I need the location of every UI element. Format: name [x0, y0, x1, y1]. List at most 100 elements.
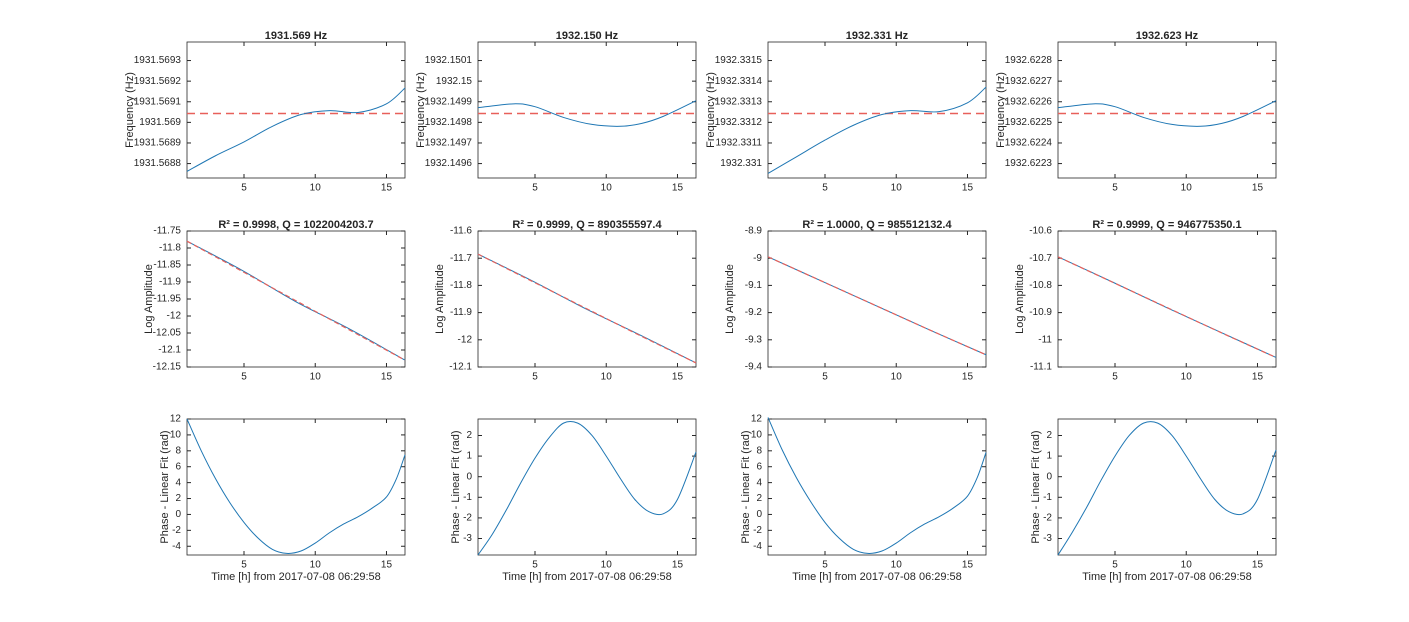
- line: [767, 86, 987, 174]
- y-tick-label: 12: [751, 414, 763, 425]
- x-tick-label: 15: [1252, 183, 1264, 194]
- y-tick-label: -9.2: [745, 307, 763, 318]
- x-axis-label: Time [h] from 2017-07-08 06:29:58: [1082, 571, 1252, 583]
- y-tick-label: 1932.15: [436, 76, 473, 87]
- x-tick-label: 5: [241, 372, 247, 383]
- x-tick-label: 5: [1112, 372, 1118, 383]
- y-tick-label: 1932.6223: [1005, 158, 1053, 169]
- y-tick-label: -4: [172, 541, 181, 552]
- y-tick-label: 1932.3311: [715, 138, 762, 149]
- y-tick-label: -2: [753, 525, 762, 536]
- x-tick-label: 15: [672, 560, 684, 571]
- y-tick-label: -3: [463, 533, 472, 544]
- line: [767, 256, 987, 356]
- plot-area: [767, 41, 987, 179]
- plot-area: [186, 230, 406, 368]
- y-tick-label: -11.8: [450, 280, 472, 291]
- y-tick-label: -10.8: [1029, 280, 1052, 291]
- y-axis-label: Frequency (Hz): [705, 72, 717, 148]
- line: [1057, 256, 1277, 359]
- y-tick-label: -8.9: [745, 226, 763, 237]
- line: [767, 417, 987, 554]
- y-tick-label: -11: [1038, 334, 1052, 345]
- chart-title: 1932.150 Hz: [556, 30, 619, 42]
- y-tick-label: -1: [463, 492, 472, 503]
- y-tick-label: -11.95: [153, 294, 181, 305]
- chart-title: 1931.569 Hz: [265, 30, 328, 42]
- y-tick-label: 1931.5691: [134, 96, 182, 107]
- x-tick-label: 10: [1181, 560, 1193, 571]
- x-tick-label: 10: [1181, 372, 1193, 383]
- x-tick-label: 15: [381, 183, 393, 194]
- x-tick-label: 10: [1181, 183, 1193, 194]
- y-tick-label: 1932.3313: [715, 96, 763, 107]
- plot-area: [1057, 230, 1277, 368]
- y-tick-label: 1932.1499: [425, 96, 473, 107]
- x-tick-label: 10: [891, 183, 903, 194]
- y-tick-label: 1932.1498: [425, 117, 473, 128]
- y-tick-label: 1931.569: [139, 117, 181, 128]
- y-tick-label: 0: [1046, 471, 1052, 482]
- y-tick-label: 10: [170, 430, 182, 441]
- y-tick-label: 0: [466, 471, 472, 482]
- y-tick-label: -12.1: [449, 362, 472, 373]
- y-tick-label: -9.3: [745, 334, 763, 345]
- line: [477, 420, 697, 556]
- y-tick-label: 1932.6228: [1005, 55, 1053, 66]
- y-tick-label: 10: [751, 430, 763, 441]
- line: [1057, 421, 1277, 556]
- x-tick-label: 15: [962, 183, 974, 194]
- x-tick-label: 5: [241, 560, 247, 571]
- y-tick-label: 1931.5692: [134, 76, 182, 87]
- line: [186, 240, 406, 361]
- y-tick-label: -11.9: [159, 277, 181, 288]
- y-axis-label: Phase - Linear Fit (rad): [1030, 430, 1042, 543]
- chart-title: R² = 0.9998, Q = 1022004203.7: [218, 219, 373, 231]
- y-tick-label: -11.75: [153, 226, 181, 237]
- y-tick-label: 8: [175, 445, 181, 456]
- x-tick-label: 5: [532, 560, 538, 571]
- plot-area: [767, 230, 987, 368]
- y-tick-label: 0: [756, 509, 762, 520]
- y-axis-label: Frequency (Hz): [415, 72, 427, 148]
- x-tick-label: 10: [891, 372, 903, 383]
- chart-title: 1932.623 Hz: [1136, 30, 1199, 42]
- y-tick-label: 1932.1496: [425, 158, 473, 169]
- plot-area: [1057, 418, 1277, 556]
- x-axis-label: Time [h] from 2017-07-08 06:29:58: [502, 571, 672, 583]
- y-tick-label: -12: [458, 334, 473, 345]
- line: [477, 253, 697, 364]
- y-axis-label: Phase - Linear Fit (rad): [450, 430, 462, 543]
- y-tick-label: 2: [466, 430, 472, 441]
- line: [186, 240, 406, 361]
- line: [186, 418, 406, 554]
- x-tick-label: 10: [310, 183, 322, 194]
- y-axis-label: Log Amplitude: [724, 264, 736, 334]
- y-tick-label: -10.6: [1029, 226, 1052, 237]
- x-tick-label: 10: [310, 560, 322, 571]
- y-tick-label: 1932.6225: [1005, 117, 1053, 128]
- line: [477, 100, 697, 127]
- y-tick-label: -2: [463, 513, 472, 524]
- x-axis-label: Time [h] from 2017-07-08 06:29:58: [792, 571, 962, 583]
- y-tick-label: -12.15: [153, 362, 182, 373]
- x-tick-label: 10: [310, 372, 322, 383]
- y-tick-label: -2: [1043, 513, 1052, 524]
- line: [186, 87, 406, 172]
- y-axis-label: Frequency (Hz): [995, 72, 1007, 148]
- x-tick-label: 15: [672, 372, 684, 383]
- x-tick-label: 15: [1252, 560, 1264, 571]
- y-tick-label: 4: [175, 477, 181, 488]
- x-tick-label: 5: [241, 183, 247, 194]
- y-tick-label: -12: [167, 311, 182, 322]
- y-tick-label: 1932.6227: [1005, 76, 1053, 87]
- y-tick-label: 8: [756, 445, 762, 456]
- y-tick-label: -9.1: [745, 280, 763, 291]
- x-tick-label: 15: [672, 183, 684, 194]
- y-tick-label: -11.1: [1030, 362, 1052, 373]
- y-tick-label: -11.7: [450, 253, 472, 264]
- y-axis-label: Log Amplitude: [143, 264, 155, 334]
- chart-title: R² = 1.0000, Q = 985512132.4: [802, 219, 952, 231]
- y-tick-label: 1932.3315: [715, 55, 763, 66]
